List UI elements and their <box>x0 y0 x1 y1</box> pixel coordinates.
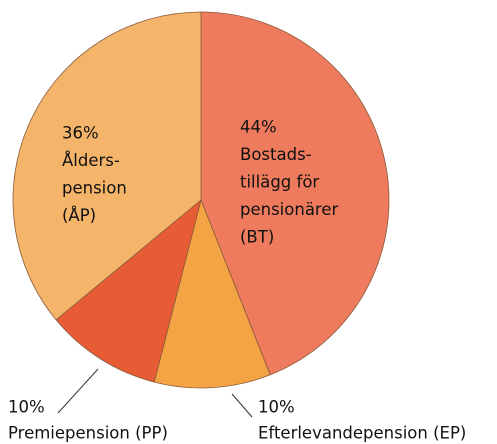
slice-label: Efterlevandepension (EP) <box>258 424 466 443</box>
slice-label: (ÅP) <box>62 206 96 225</box>
slice-label: pension <box>62 179 127 198</box>
slice-label: pensionärer <box>240 200 338 219</box>
slice-label: Bostads- <box>240 145 312 164</box>
value-label: 10% <box>8 398 45 417</box>
pie-slice <box>12 11 202 321</box>
pie-slice <box>200 11 390 376</box>
pie-slice <box>55 198 202 383</box>
slice-label: (BT) <box>240 228 274 247</box>
slice-label: tillägg för <box>240 173 319 192</box>
leader-line <box>57 368 99 414</box>
pie-slice <box>153 198 271 389</box>
leader-line <box>231 393 253 418</box>
slice-label: Ålders- <box>62 151 120 170</box>
value-label: 10% <box>258 398 295 417</box>
value-label: 36% <box>62 124 99 143</box>
value-label: 44% <box>240 118 277 137</box>
slice-label: Premiepension (PP) <box>8 424 168 443</box>
